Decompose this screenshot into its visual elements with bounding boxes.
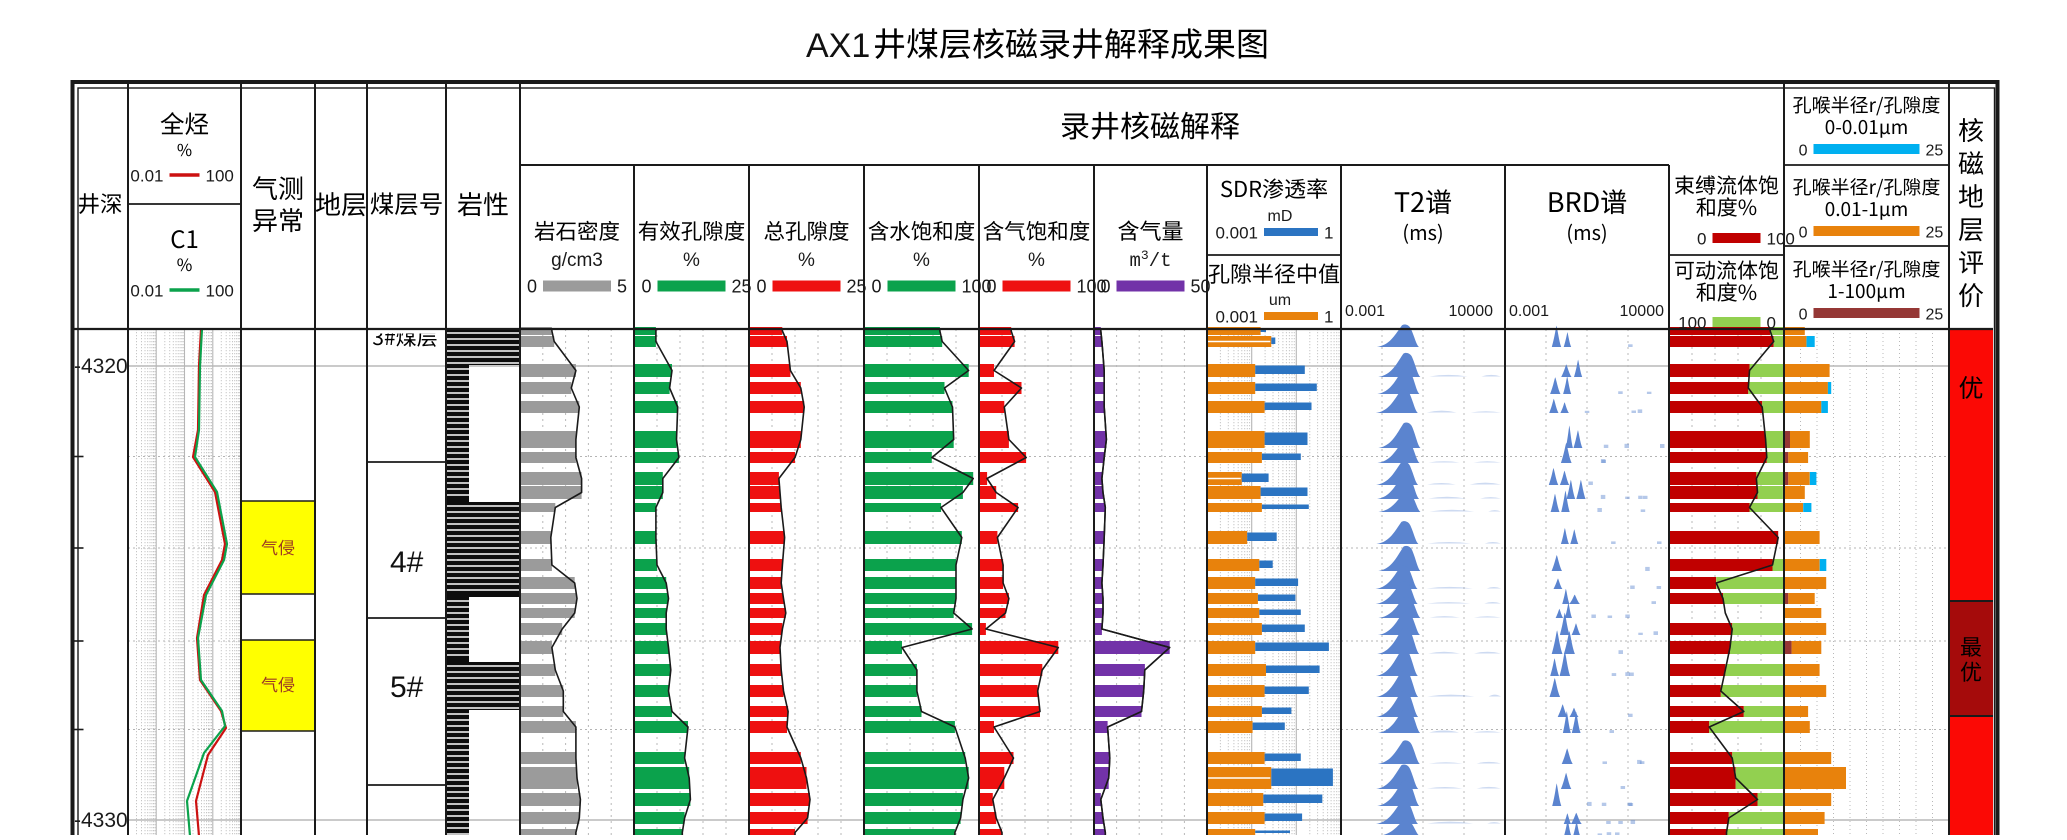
- svg-text:AX1: AX1: [806, 27, 870, 65]
- svg-text:%: %: [683, 250, 700, 271]
- svg-text:100: 100: [206, 167, 234, 186]
- svg-text:4#: 4#: [390, 546, 424, 579]
- svg-text:0.001: 0.001: [1345, 303, 1385, 320]
- svg-text:100: 100: [1678, 314, 1706, 333]
- svg-text:0: 0: [986, 277, 996, 297]
- svg-text:%: %: [913, 250, 930, 271]
- svg-text:100: 100: [962, 277, 992, 297]
- svg-text:1: 1: [1324, 224, 1333, 243]
- svg-text:50: 50: [1191, 277, 1211, 297]
- svg-text:25: 25: [1926, 307, 1944, 324]
- svg-text:%: %: [798, 250, 815, 271]
- svg-text:0: 0: [1799, 225, 1808, 242]
- svg-text:0: 0: [641, 277, 651, 297]
- svg-text:mD: mD: [1268, 208, 1293, 225]
- svg-text:25: 25: [847, 277, 867, 297]
- svg-text:0.001: 0.001: [1215, 308, 1258, 327]
- svg-text:m3/t: m3/t: [1129, 248, 1171, 272]
- svg-text:25: 25: [1926, 225, 1944, 242]
- svg-text:0: 0: [1100, 277, 1110, 297]
- svg-text:10000: 10000: [1620, 303, 1665, 320]
- svg-text:100: 100: [206, 282, 234, 301]
- svg-text:5: 5: [617, 277, 627, 297]
- svg-text:0.01: 0.01: [130, 282, 163, 301]
- svg-text:0: 0: [1697, 230, 1706, 249]
- svg-text:0: 0: [1767, 314, 1776, 333]
- svg-text:0: 0: [527, 277, 537, 297]
- svg-text:-4320: -4320: [74, 355, 128, 378]
- svg-text:1: 1: [1324, 308, 1333, 327]
- svg-text:25: 25: [732, 277, 752, 297]
- svg-text:0: 0: [756, 277, 766, 297]
- svg-text:25: 25: [1926, 143, 1944, 160]
- svg-text:-4330: -4330: [74, 809, 128, 832]
- svg-text:0.001: 0.001: [1509, 303, 1549, 320]
- svg-text:0: 0: [1799, 143, 1808, 160]
- svg-text:5#: 5#: [390, 671, 424, 704]
- svg-text:10000: 10000: [1449, 303, 1494, 320]
- svg-text:100: 100: [1077, 277, 1107, 297]
- svg-text:0.01: 0.01: [130, 167, 163, 186]
- svg-text:um: um: [1269, 292, 1291, 309]
- svg-text:%: %: [1028, 250, 1045, 271]
- svg-text:0: 0: [871, 277, 881, 297]
- svg-text:g/cm3: g/cm3: [551, 250, 603, 271]
- svg-text:0: 0: [1799, 307, 1808, 324]
- svg-text:100: 100: [1767, 230, 1795, 249]
- svg-text:0.001: 0.001: [1215, 224, 1258, 243]
